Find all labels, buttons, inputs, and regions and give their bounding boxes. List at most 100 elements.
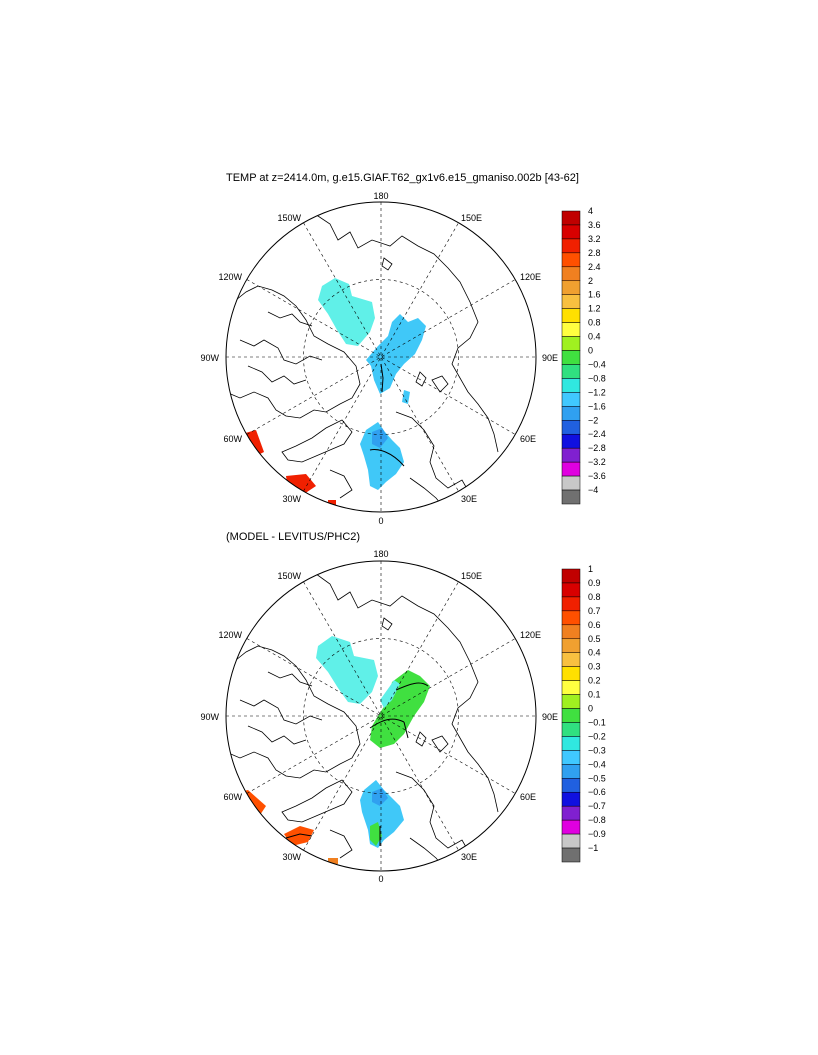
colorbar-tick-label: −0.9 (588, 829, 606, 839)
colorbar-tick-label: 4 (588, 206, 593, 216)
colorbar-swatch (561, 252, 581, 268)
colorbar-1: 4 3.6 3.2 2.8 2.4 2 1.6 1.2 0.8 0.4 0 −0.4 −0.8 −1.2 −… (561, 206, 606, 505)
shaded-region-nordic-seas (360, 422, 404, 490)
lon-label-30e: 30E (461, 852, 477, 862)
colorbar-swatch (561, 833, 581, 849)
colorbar-tick-label: −0.4 (588, 759, 606, 769)
colorbar-swatch (561, 722, 581, 737)
colorbar-tick-label: −2.8 (588, 443, 606, 453)
colorbar-tick-label: 2 (588, 276, 593, 286)
colorbar-swatch (561, 778, 581, 793)
colorbar-tick-label: 0.7 (588, 606, 601, 616)
lon-label-150w: 150W (277, 213, 301, 223)
shaded-region-irminger (286, 474, 316, 494)
lon-label-0: 0 (378, 874, 383, 884)
colorbar-tick-label: 1 (588, 564, 593, 574)
shaded-region-fram (372, 428, 388, 448)
colorbar-swatch (561, 392, 581, 407)
colorbar-swatch (561, 475, 581, 491)
lon-label-30w: 30W (282, 494, 301, 504)
colorbar-tick-label: −0.1 (588, 717, 606, 727)
colorbar-tick-label: −1.6 (588, 401, 606, 411)
map-boundary-2 (225, 560, 537, 872)
colorbar-swatch (561, 805, 581, 821)
colorbar-tick-label: 2.8 (588, 248, 601, 258)
colorbar-tick-label: −0.8 (588, 815, 606, 825)
colorbar-swatch (561, 420, 581, 435)
colorbar-swatch (561, 791, 581, 807)
colorbar-swatch (561, 294, 581, 309)
colorbar-tick-label: −0.6 (588, 787, 606, 797)
colorbar-swatch (561, 750, 581, 765)
colorbar-swatch (561, 447, 581, 463)
lon-label-120w: 120W (218, 272, 242, 282)
graticule-1 (226, 202, 536, 512)
colorbar-swatch (561, 489, 581, 505)
panel-1-title: TEMP at z=2414.0m, g.e15.GIAF.T62_gx1v6.… (226, 172, 579, 184)
colorbar-tick-label: 0.2 (588, 676, 601, 686)
colorbar-swatch (561, 238, 581, 254)
lon-label-150e: 150E (461, 213, 482, 223)
colorbar-tick-label: −4 (588, 485, 598, 495)
colorbar-tick-label: −0.5 (588, 773, 606, 783)
lon-label-30w: 30W (282, 852, 301, 862)
colorbar-swatch (561, 406, 581, 421)
colorbar-tick-label: 0 (588, 704, 593, 714)
lon-label-90e: 90E (542, 353, 558, 363)
polar-map-1: 180 0 90W 90E 150W 120W 150E 120E 60W 30… (200, 191, 558, 526)
shaded-region-irminger (284, 826, 314, 846)
lon-label-30e: 30E (461, 494, 477, 504)
colorbar-swatch (561, 433, 581, 449)
colorbar-tick-label: 0.9 (588, 578, 601, 588)
colorbar-swatch (561, 736, 581, 751)
colorbar-swatch (561, 378, 581, 393)
colorbar-swatch (561, 694, 581, 709)
lon-label-60w: 60W (223, 792, 242, 802)
colorbar-tick-label: 0.4 (588, 648, 601, 658)
lon-label-90w: 90W (200, 353, 219, 363)
colorbar-tick-label: 0.5 (588, 634, 601, 644)
graticule-2 (226, 561, 536, 871)
colorbar-tick-label: −0.8 (588, 373, 606, 383)
colorbar-tick-label: −3.6 (588, 471, 606, 481)
colorbar-swatch (561, 350, 581, 365)
colorbar-swatch (561, 568, 581, 584)
colorbar-swatch (561, 224, 581, 240)
colorbar-tick-label: −0.7 (588, 801, 606, 811)
map-boundary-1 (225, 201, 537, 513)
colorbar-swatch (561, 266, 581, 282)
colorbar-swatch (561, 708, 581, 723)
colorbar-swatch (561, 596, 581, 612)
lon-label-0: 0 (378, 516, 383, 526)
colorbar-tick-label: 0.4 (588, 332, 601, 342)
panel-2-title: (MODEL - LEVITUS/PHC2) (226, 531, 361, 543)
colorbar-tick-label: −0.2 (588, 731, 606, 741)
lon-label-120e: 120E (520, 630, 541, 640)
shaded-region-strait (402, 390, 410, 404)
lon-label-180: 180 (373, 191, 388, 201)
shaded-region-canada-basin (316, 636, 378, 704)
colorbar-swatch (561, 336, 581, 351)
colorbar-swatch (561, 364, 581, 379)
colorbar-tick-label: −1.2 (588, 387, 606, 397)
colorbar-tick-label: 0.6 (588, 620, 601, 630)
lon-label-150w: 150W (277, 571, 301, 581)
shaded-region-eurasian-basin (370, 670, 430, 748)
colorbar-tick-label: 0.8 (588, 318, 601, 328)
shaded-region-iceland-green (370, 822, 382, 846)
lon-label-60e: 60E (520, 792, 536, 802)
colorbar-tick-label: −1 (588, 843, 598, 853)
colorbar-tick-label: 1.6 (588, 290, 601, 300)
colorbar-tick-label: −0.3 (588, 745, 606, 755)
colorbar-tick-label: −3.2 (588, 457, 606, 467)
colorbar-tick-label: −2 (588, 415, 598, 425)
shaded-region-canada-basin (318, 278, 375, 346)
lon-label-150e: 150E (461, 571, 482, 581)
colorbar-tick-label: −2.4 (588, 429, 606, 439)
colorbar-swatch (561, 461, 581, 477)
colorbar-tick-label: 0 (588, 346, 593, 356)
colorbar-swatch (561, 308, 581, 323)
colorbar-swatch (561, 210, 581, 226)
colorbar-swatch (561, 638, 581, 653)
